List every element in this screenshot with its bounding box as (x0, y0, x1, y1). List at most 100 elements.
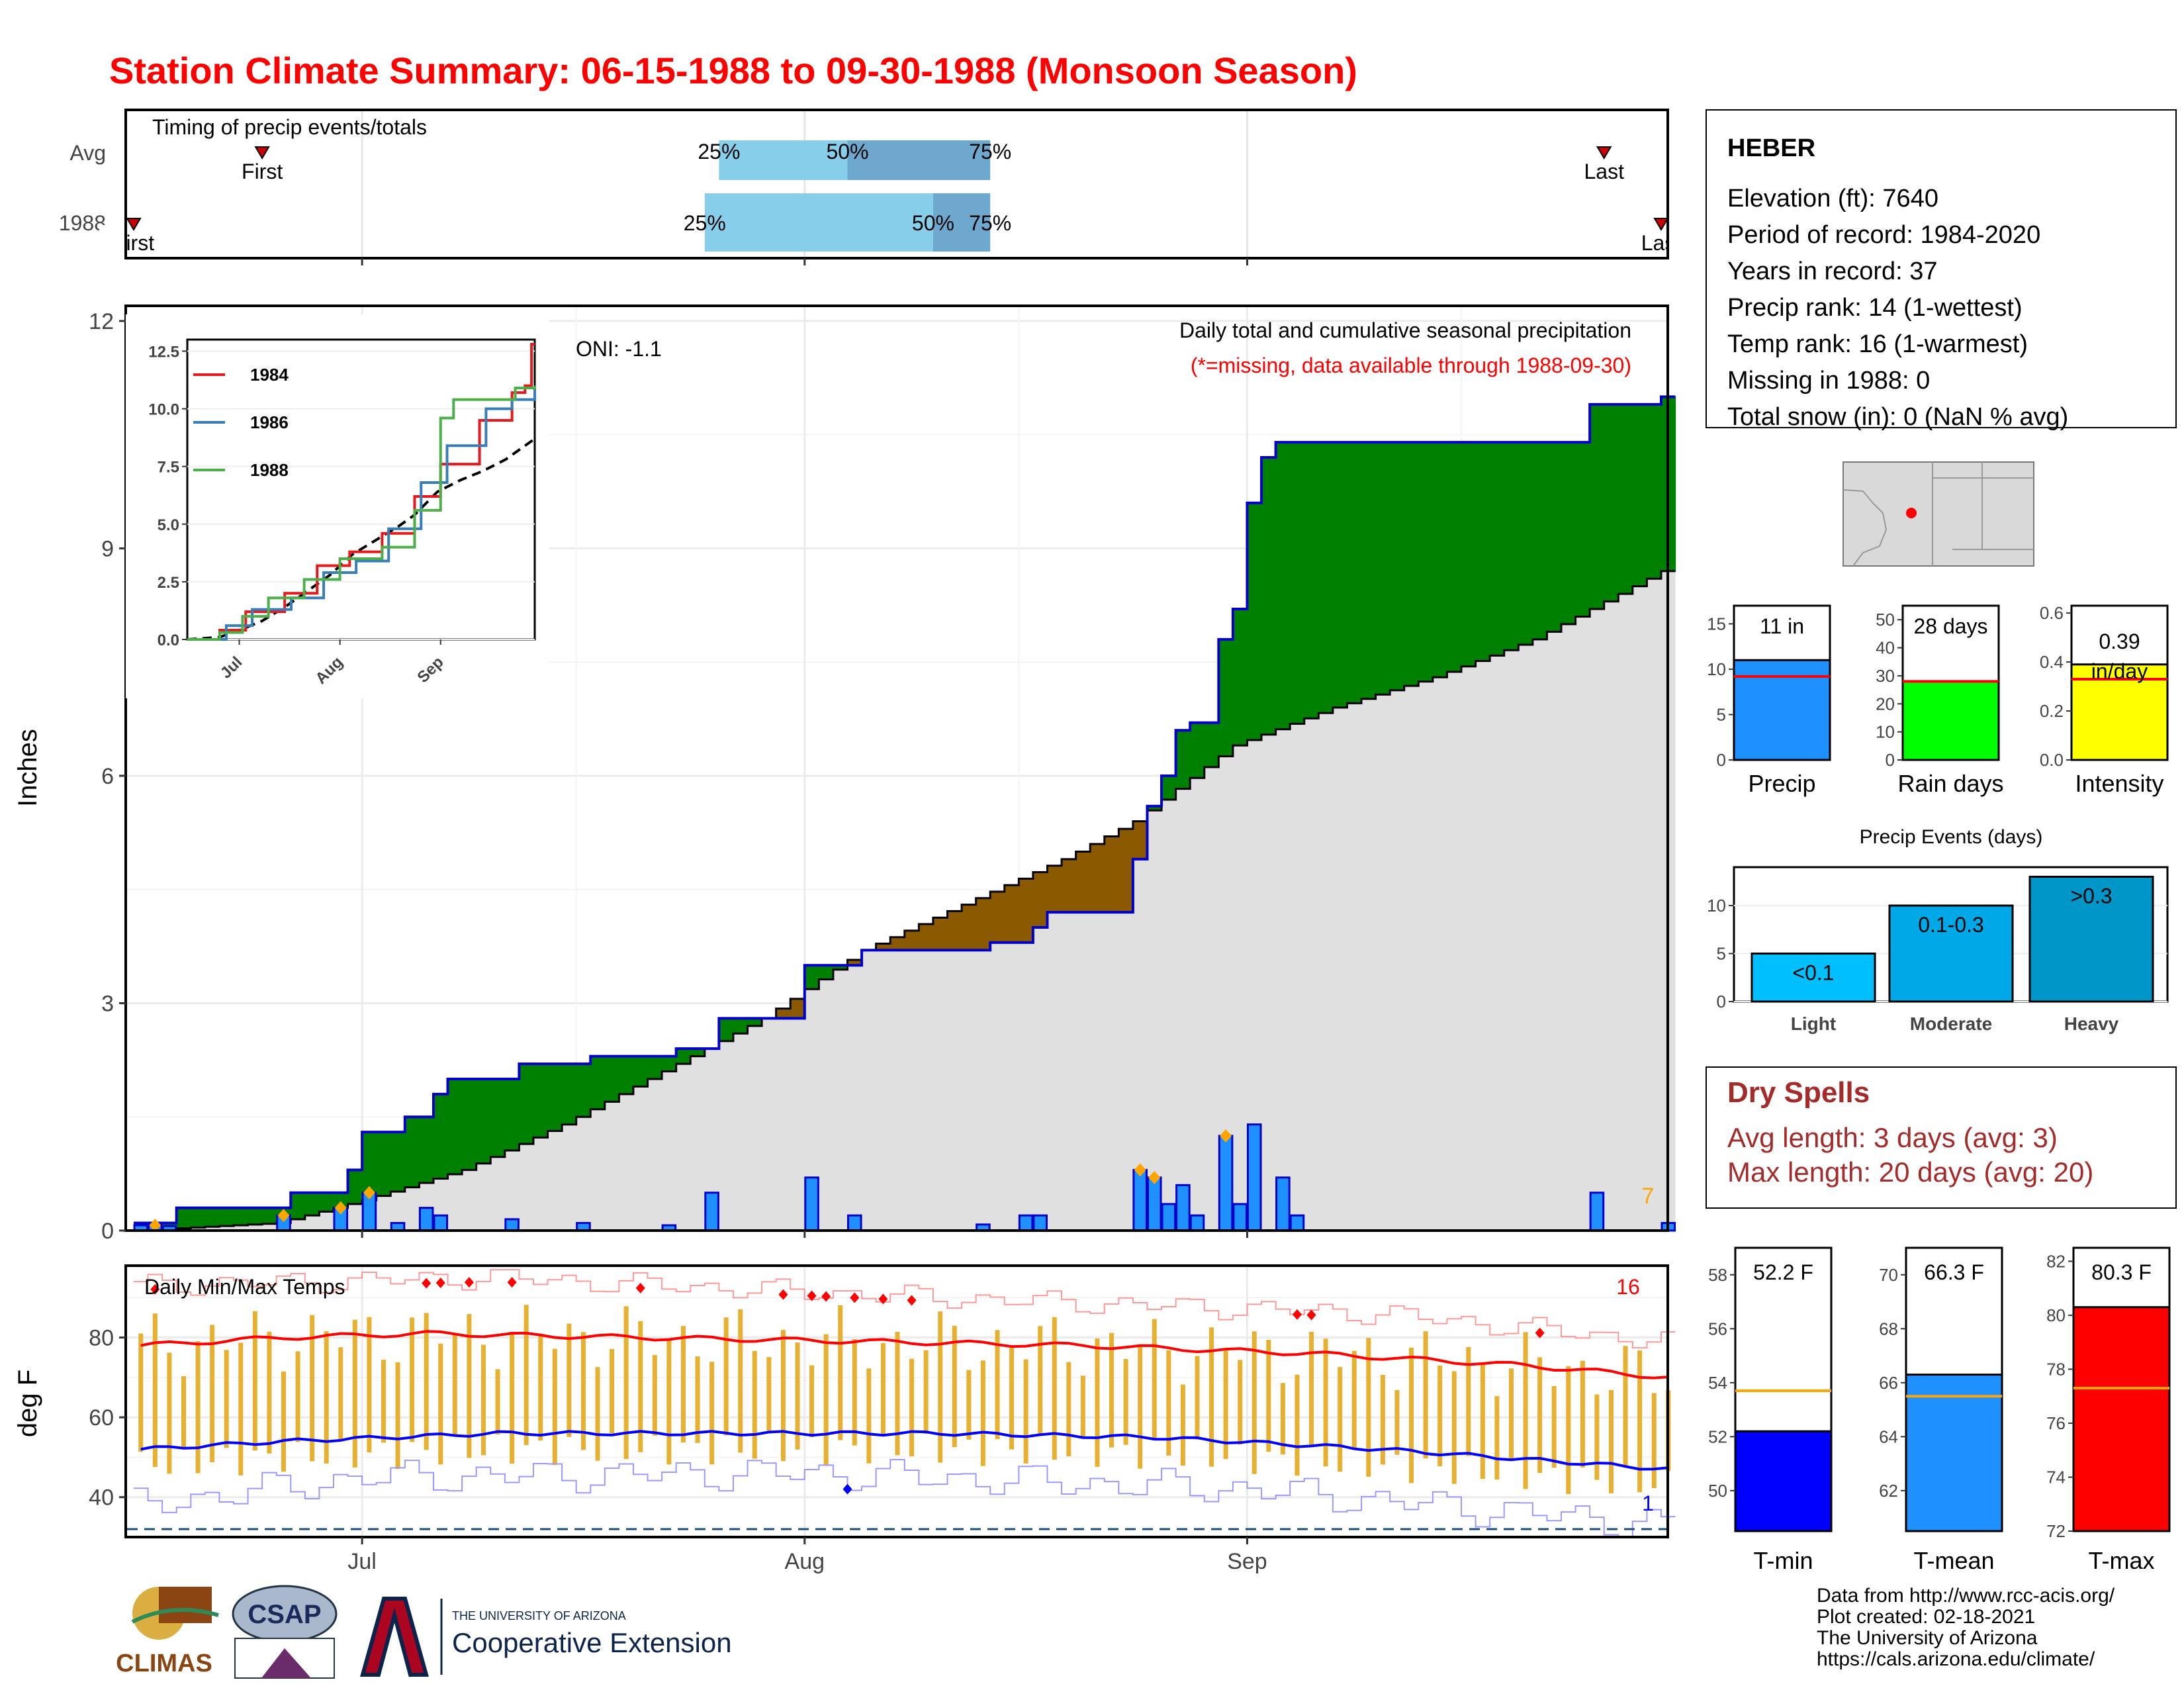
below-avg-area (847, 960, 862, 966)
timing-panel-label: Timing of precip events/totals (152, 115, 427, 139)
above-avg-area (304, 1192, 320, 1216)
above-avg-area (833, 965, 848, 970)
timing-panel: Timing of precip events/totals Avg 1988 … (59, 109, 1702, 259)
below-avg-area (962, 904, 977, 951)
record-precip-marker (149, 1218, 161, 1232)
temp-bar-label: T-mean (1913, 1547, 1994, 1574)
below-avg-area (1090, 844, 1105, 913)
below-avg-area (990, 891, 1005, 943)
mini-y-tick-label: 0.0 (2040, 750, 2064, 770)
events-bar-label: <0.1 (1792, 961, 1834, 985)
events-category-label: Heavy (2064, 1013, 2119, 1034)
above-avg-area (1332, 442, 1348, 708)
record-high-marker (1306, 1309, 1316, 1321)
above-avg-area (291, 1192, 306, 1219)
above-avg-area (562, 1064, 577, 1125)
precip-panel-title: Daily total and cumulative seasonal prec… (1179, 318, 1631, 342)
mini-bar-label: Precip (1748, 770, 1815, 797)
record-high-marker (821, 1291, 831, 1302)
temp-bar-value: 80.3 F (2091, 1260, 2152, 1284)
above-avg-area (1218, 639, 1234, 757)
mini-y-tick-label: 50 (1876, 610, 1895, 630)
above-avg-area (676, 1049, 691, 1064)
temp-y-tick-label: 56 (1708, 1319, 1727, 1338)
quartile-label: 50% (912, 211, 954, 235)
daily-precip-bar (1218, 1135, 1234, 1232)
mini-y-tick-label: 0.6 (2040, 603, 2064, 623)
mini-y-tick-label: 0 (1886, 750, 1895, 770)
below-avg-area (890, 937, 905, 951)
above-avg-area (1532, 442, 1548, 639)
y-tick-label: 0 (101, 1219, 114, 1244)
above-avg-area (219, 1207, 234, 1227)
temp-y-tick-label: 68 (1879, 1319, 1898, 1338)
x-tick-label: Jul (347, 1549, 376, 1574)
above-avg-area (533, 1064, 549, 1138)
station-name: HEBER (1727, 134, 1815, 162)
above-avg-area (319, 1192, 334, 1212)
temp-bar-label: T-min (1754, 1547, 1813, 1574)
temp-count-high: 16 (1616, 1275, 1640, 1299)
station-line: Missing in 1988: 0 (1727, 367, 1930, 395)
y-tick-label: 12 (89, 309, 114, 334)
ua-small-text: THE UNIVERSITY OF ARIZONA (452, 1609, 626, 1622)
record-high-line (134, 1268, 1676, 1349)
above-avg-area (347, 1170, 363, 1204)
below-avg-area (1032, 872, 1048, 927)
events-y-tick-label: 5 (1717, 944, 1726, 964)
daily-precip-bar (1289, 1214, 1305, 1232)
credit-line: https://cals.arizona.edu/climate/ (1817, 1648, 2095, 1670)
above-avg-area (1375, 442, 1390, 695)
temp-count-low: 1 (1642, 1491, 1654, 1515)
mini-bar-value: 11 in (1760, 614, 1804, 638)
station-line: Precip rank: 14 (1-wettest) (1727, 294, 2023, 322)
daily-precip-bar (1589, 1192, 1605, 1232)
above-avg-area (1518, 442, 1533, 645)
edge-mask (1669, 225, 1702, 252)
above-avg-area (1290, 442, 1305, 724)
above-avg-area (362, 1132, 377, 1201)
above-avg-area (1618, 404, 1633, 594)
above-avg-area (819, 965, 834, 980)
quartile-bar-lower (719, 140, 848, 180)
above-avg-area (476, 1078, 491, 1164)
record-precip-marker (1148, 1170, 1161, 1184)
above-avg-area (519, 1064, 534, 1145)
above-avg-area (1318, 442, 1334, 714)
below-avg-area (1062, 859, 1077, 913)
mini-bar-label: Intensity (2075, 770, 2163, 797)
quartile-bar-lower (704, 193, 933, 252)
record-low-marker (842, 1483, 852, 1495)
record-high-marker (1292, 1309, 1302, 1320)
above-avg-area (1475, 442, 1490, 661)
temp-y-tick-label: 74 (2046, 1467, 2066, 1487)
record-precip-marker (1220, 1129, 1232, 1143)
inset-y-tick-label: 5.0 (158, 516, 179, 534)
below-avg-area (933, 917, 948, 951)
below-avg-area (1118, 829, 1134, 913)
above-avg-area (191, 1207, 206, 1228)
above-avg-area (1204, 722, 1219, 767)
inset-legend-label: 1988 (250, 460, 289, 480)
y-tick-label: 9 (101, 536, 114, 561)
y-tick-label: 40 (89, 1485, 114, 1511)
temp-y-tick-label: 78 (2046, 1359, 2066, 1379)
below-avg-area (1075, 851, 1091, 913)
temp-panel-label: Daily Min/Max Temps (144, 1275, 345, 1299)
temp-bar (1734, 1430, 1833, 1532)
mini-y-tick-label: 0.2 (2040, 701, 2064, 721)
precip-panel-subtitle: (*=missing, data available through 1988-… (1191, 353, 1631, 377)
inset-legend-label: 1986 (250, 412, 289, 432)
last-event-marker (1653, 218, 1669, 231)
y-tick-label: 60 (89, 1405, 114, 1430)
temp-bar-value: 66.3 F (1924, 1260, 1984, 1284)
temp-bar-value: 52.2 F (1753, 1260, 1813, 1284)
last-event-marker-label: Last (1584, 160, 1624, 183)
edge-mask (99, 225, 124, 252)
above-avg-area (1390, 442, 1405, 690)
quartile-label: 75% (969, 140, 1011, 164)
avg-cumulative-line (134, 570, 1676, 1232)
quartile-bar-upper (933, 193, 991, 252)
precip-ylabel: Inches (13, 729, 42, 807)
